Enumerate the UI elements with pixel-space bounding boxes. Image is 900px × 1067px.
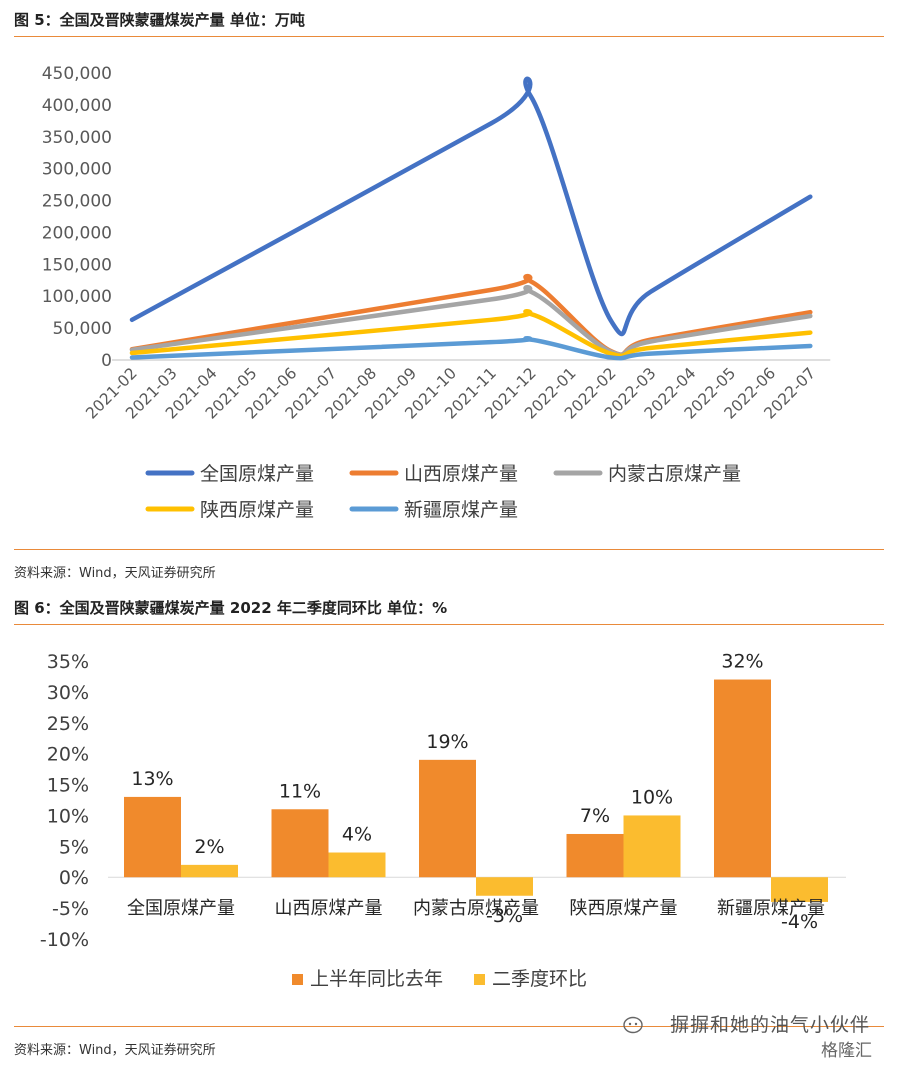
data-label: 19% [426, 731, 468, 753]
figure5-top-rule [14, 36, 884, 37]
figure6-source: 资料来源：Wind，天风证券研究所 [14, 1039, 216, 1058]
figure6-top-rule [14, 624, 884, 625]
line-chart: 0 50,000 100,000 150,000 200,000 250,000 300,0… [0, 40, 900, 550]
legend-label: 内蒙古原煤产量 [608, 463, 741, 485]
y-tick-label: 100,000 [42, 287, 112, 307]
bar [419, 760, 476, 877]
bar [124, 797, 181, 877]
y-tick-label: 50,000 [53, 319, 112, 339]
legend-label: 全国原煤产量 [200, 463, 314, 485]
y-tick-label: -5% [52, 898, 89, 920]
legend-label: 陕西原煤产量 [200, 499, 314, 521]
legend-label: 山西原煤产量 [404, 463, 518, 485]
legend-label: 上半年同比去年 [310, 968, 443, 990]
legend-label: 二季度环比 [492, 968, 587, 990]
legend-label: 新疆原煤产量 [404, 499, 518, 521]
watermark-logo: 格隆汇 [821, 1036, 872, 1061]
y-tick-label: 30% [47, 682, 89, 704]
y-tick-label: 10% [47, 805, 89, 827]
y-tick-label: 5% [59, 836, 89, 858]
data-label: 13% [131, 768, 173, 790]
data-label: 7% [580, 805, 610, 827]
category-label: 山西原煤产量 [275, 898, 383, 919]
y-tick-label: 25% [47, 713, 89, 735]
category-label: 新疆原煤产量 [717, 898, 825, 919]
y-tick-label: 0 [101, 351, 112, 371]
bar [272, 809, 329, 877]
y-tick-label: 0% [59, 867, 89, 889]
y-tick-label: 20% [47, 744, 89, 766]
data-label: 4% [342, 824, 372, 846]
bar [624, 815, 681, 877]
data-label: 32% [721, 651, 763, 673]
y-tick-label: 15% [47, 775, 89, 797]
legend-swatch [292, 974, 303, 985]
bar [181, 865, 238, 877]
figure5-bottom-rule [14, 549, 884, 550]
bar [567, 834, 624, 877]
legend-swatch [474, 974, 485, 985]
y-tick-label: 400,000 [42, 96, 112, 116]
y-tick-label: 300,000 [42, 160, 112, 180]
y-tick-label: 450,000 [42, 64, 112, 84]
bar [714, 680, 771, 878]
figure6-title: 图 6：全国及晋陕蒙疆煤炭产量 2022 年二季度同环比 单位：% [14, 597, 447, 618]
figure5-title: 图 5：全国及晋陕蒙疆煤炭产量 单位：万吨 [14, 9, 305, 30]
y-tick-label: -10% [40, 929, 89, 951]
series-line [132, 79, 810, 334]
category-label: 全国原煤产量 [127, 898, 235, 919]
wechat-icon [622, 1015, 648, 1037]
y-tick-label: 250,000 [42, 192, 112, 212]
bar-chart: -10% -5% 0% 5% 10% 15% 20% 25% 30% 35% 13% 2% 全国原煤产量… [0, 626, 900, 1026]
data-label: 2% [194, 836, 224, 858]
y-tick-label: 350,000 [42, 128, 112, 148]
watermark-text: 摒摒和她的油气小伙伴 [670, 1010, 870, 1037]
data-label: 10% [631, 786, 673, 808]
bar [329, 853, 386, 878]
category-label: 陕西原煤产量 [570, 898, 678, 919]
y-tick-label: 200,000 [42, 223, 112, 243]
figure5-source: 资料来源：Wind，天风证券研究所 [14, 562, 216, 581]
bar [476, 877, 533, 896]
y-tick-label: 150,000 [42, 255, 112, 275]
y-tick-label: 35% [47, 651, 89, 673]
category-label: 内蒙古原煤产量 [413, 898, 539, 919]
data-label: 11% [279, 780, 321, 802]
